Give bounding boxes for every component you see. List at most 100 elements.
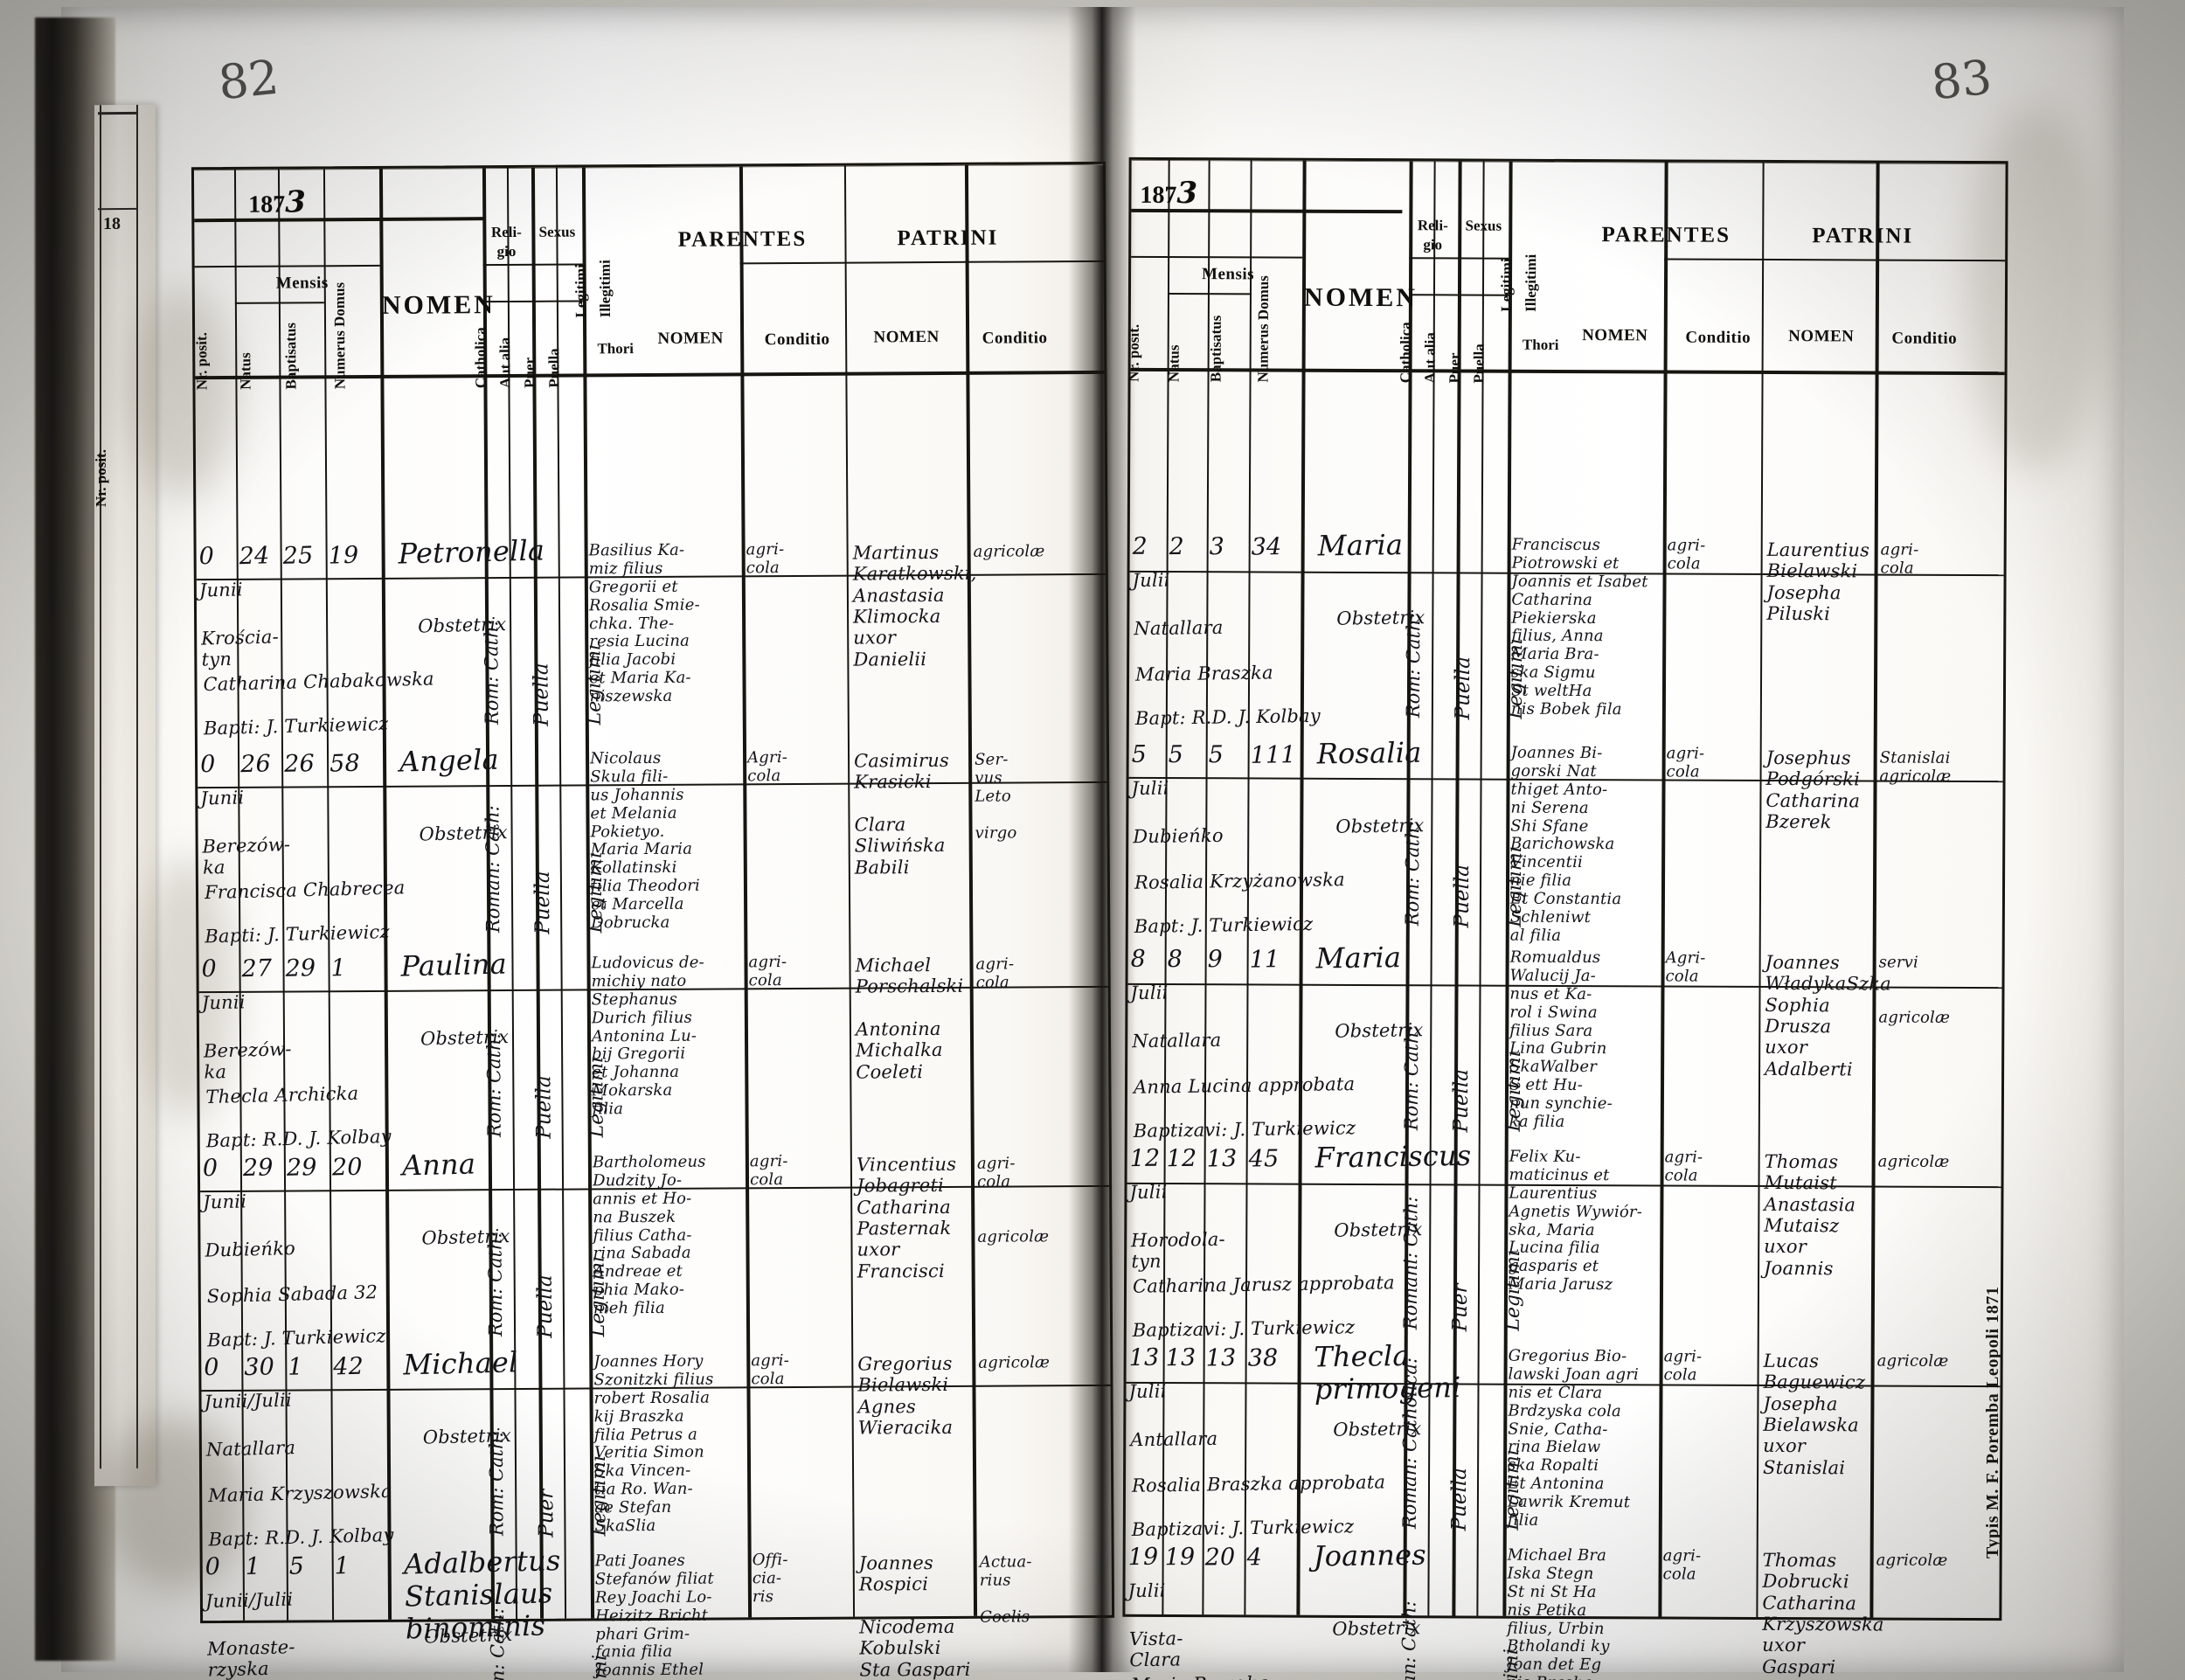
cell-patrini-conditio: servi agricolæ xyxy=(1878,953,1951,1027)
cell-mensis: Junii/Julii xyxy=(204,1389,293,1413)
cell-religio-catholica: Rom: Cath: xyxy=(484,1232,507,1337)
cell-nomen-child: Joannes xyxy=(1313,1538,1427,1573)
cell-sexus: Puer xyxy=(1448,1283,1473,1332)
cell-parentes-conditio: agri- cola xyxy=(1663,1347,1703,1385)
cell-religio-catholica: Roman: Cath: xyxy=(482,805,504,934)
cell-locus: Dubieńko xyxy=(205,1238,296,1261)
folio-number-right: 83 xyxy=(1928,49,1994,111)
cell-numerus-domus: 45 xyxy=(1248,1145,1280,1173)
cell-nr-posit: 5 xyxy=(1131,740,1148,768)
cell-parentes-conditio: agri- cola xyxy=(1664,1148,1703,1185)
cell-sexus: Puella xyxy=(533,1274,558,1338)
cell-numerus-domus: 11 xyxy=(1249,946,1280,974)
cell-patrini-nomen: Casimirus Krasicki Clara Sliwińska Babil… xyxy=(854,749,950,878)
cell-nr-posit: 0 xyxy=(202,1154,218,1183)
cell-locus: Horodola- tyn xyxy=(1130,1228,1226,1273)
cell-locus: Vista- Clara xyxy=(1128,1628,1183,1671)
cell-parentes-nomen: Ludovicus de- michiy nato Stephanus Duri… xyxy=(591,953,704,1119)
cell-natus: 2 xyxy=(1169,532,1185,561)
right-leaf xyxy=(1101,7,2124,1672)
cell-numerus-domus: 1 xyxy=(334,1552,350,1580)
cell-natus: 24 xyxy=(239,542,270,571)
cell-nr-posit: 13 xyxy=(1128,1343,1160,1372)
cell-parentes-nomen: Felix Ku- maticinus et Laurentius Agneti… xyxy=(1508,1147,1643,1295)
cell-locus: Natallara xyxy=(205,1437,296,1461)
cell-sexus: Puella xyxy=(531,871,555,934)
cell-obstetrix-name: Rosalia Braszka approbata xyxy=(1131,1471,1386,1496)
cell-nr-posit: 0 xyxy=(205,1552,221,1581)
cell-natus: 12 xyxy=(1166,1144,1197,1173)
cell-parentes-nomen: Franciscus Piotrowski et Joannis et Isab… xyxy=(1510,535,1648,719)
cell-nr-posit: 0 xyxy=(198,542,215,571)
cell-patrini-nomen: Martinus Karatkowski, Anastasia Klimocka… xyxy=(852,541,977,670)
right-page-entries: 2 2 3 34 Maria Julii Natallara Obstetrix Maria B… xyxy=(1122,157,2037,1680)
cell-nr-posit: 8 xyxy=(1130,945,1147,973)
cell-mensis: Junii xyxy=(198,579,244,601)
cell-patrini-conditio: Actua- rius Coelis xyxy=(979,1552,1032,1627)
cell-parentes-conditio: agri- cola xyxy=(746,540,785,578)
cell-obstetrix-name: Francisca Chabrecea xyxy=(204,877,406,904)
cell-nomen-child: Thecla primogeni xyxy=(1314,1338,1461,1406)
cell-numerus-domus: 20 xyxy=(331,1153,364,1182)
cell-nomen-child: Michael xyxy=(402,1345,518,1382)
cell-natus: 1 xyxy=(245,1552,261,1581)
left-page-entries: 0 24 25 19 Petronella Junii Krościa- tyn Obstet… xyxy=(191,162,1109,1680)
cell-parentes-nomen: Joannes Hory Szonitzki filius robert Ros… xyxy=(593,1351,714,1536)
edge-fragment-column: Nr. posit. xyxy=(93,449,109,507)
cell-locus: Krościa- tyn xyxy=(200,626,280,671)
cell-patrini-conditio: agri- cola xyxy=(1880,540,1919,578)
cell-numerus-domus: 38 xyxy=(1247,1344,1279,1372)
cell-baptisatus: 29 xyxy=(285,955,316,982)
cell-baptisatus: 29 xyxy=(286,1154,318,1182)
cell-numerus-domus: 42 xyxy=(332,1352,364,1381)
cell-locus: Natallara xyxy=(1134,616,1224,640)
cell-natus: 19 xyxy=(1164,1543,1196,1572)
cell-sexus: Puella xyxy=(532,1075,556,1139)
cell-sexus: Puella xyxy=(1449,1069,1474,1133)
cell-parentes-conditio: agri- cola xyxy=(748,953,787,990)
cell-patrini-nomen: Vincentius Jobagreti Catharina Pasternak… xyxy=(856,1153,957,1282)
cell-mensis: Julii xyxy=(1128,1380,1167,1403)
cell-mensis: Junii xyxy=(200,787,245,809)
cell-parentes-conditio: agri- cola xyxy=(751,1351,790,1389)
cell-parentes-conditio: Agri- cola xyxy=(1665,948,1706,986)
cell-patrini-conditio: agri- cola agricolæ xyxy=(976,1154,1050,1246)
cell-sexus: Puella xyxy=(1447,1468,1472,1531)
cell-natus: 5 xyxy=(1168,740,1184,769)
cell-nr-posit: 12 xyxy=(1129,1144,1161,1173)
cell-numerus-domus: 4 xyxy=(1246,1544,1263,1572)
cell-mensis: Junii xyxy=(201,991,246,1014)
cell-nr-posit: 0 xyxy=(199,750,216,779)
cell-patrini-nomen: Gregorius Bielawski Agnes Wieracika xyxy=(857,1352,954,1439)
cell-patrini-conditio: agri- cola xyxy=(975,955,1015,992)
cell-numerus-domus: 1 xyxy=(330,954,347,982)
cell-nomen-child: Franciscus xyxy=(1314,1138,1472,1175)
cell-patrini-conditio: Stanislai agricolæ xyxy=(1879,748,1952,786)
cell-parentes-conditio: agri- cola xyxy=(1667,536,1706,573)
cell-numerus-domus: 34 xyxy=(1251,533,1282,561)
cell-natus: 26 xyxy=(239,750,272,779)
cell-baptisatus: 20 xyxy=(1204,1543,1236,1572)
edge-fragment-year: 18 xyxy=(103,214,121,233)
cell-parentes-conditio: Offi- cia- ris xyxy=(752,1551,788,1607)
cell-mensis: Julii xyxy=(1129,1181,1168,1204)
cell-religio-catholica: Rom: Cath: xyxy=(1402,613,1425,719)
cell-patrini-conditio: agricolæ xyxy=(1876,1551,1948,1570)
cell-baptisatus: 5 xyxy=(1208,741,1224,769)
cell-sexus: Puella xyxy=(530,663,553,726)
cell-obstetrix-name: Thecla Archicka xyxy=(205,1082,359,1108)
cell-parentes-conditio: agri- cola xyxy=(749,1152,788,1190)
cell-numerus-domus: 111 xyxy=(1250,741,1297,769)
cell-obstetrix-name: Sophia Sabada 32 xyxy=(206,1281,378,1308)
cell-natus: 30 xyxy=(243,1353,275,1382)
cell-obstetrix-name: Catharina Chabakowska xyxy=(203,668,435,696)
cell-obstetrix-name: Maria Krzyszowska xyxy=(207,1480,393,1507)
cell-religio-catholica: Romani: Cath: xyxy=(1399,1196,1422,1330)
cell-natus: 29 xyxy=(242,1154,274,1183)
cell-baptisatus: 13 xyxy=(1206,1144,1238,1173)
book-gutter xyxy=(1068,7,1136,1672)
cell-religio-catholica: Roman: Cath: xyxy=(487,1607,509,1680)
cell-religio-catholica: Rom: Cath: xyxy=(1401,821,1424,927)
cell-sexus: Puella xyxy=(1451,656,1475,720)
